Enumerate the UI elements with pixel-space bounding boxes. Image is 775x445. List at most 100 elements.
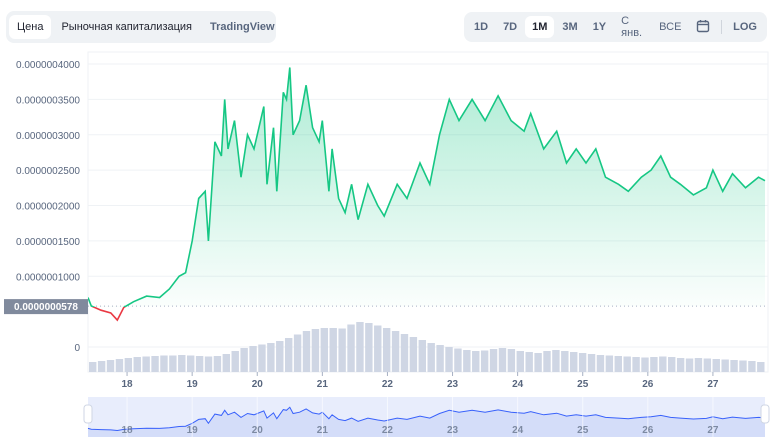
volume-bar — [169, 355, 177, 372]
volume-bar — [748, 361, 756, 372]
y-tick-label: 0.0000003000 — [16, 131, 80, 142]
volume-bar — [258, 344, 266, 372]
volume-bar — [89, 362, 97, 372]
range-7d[interactable]: 7D — [503, 21, 518, 33]
volume-bar — [712, 359, 720, 372]
volume-bar — [418, 340, 426, 372]
volume-bar — [186, 355, 195, 372]
volume-bar — [409, 337, 418, 372]
volume-bar — [436, 345, 444, 372]
range-all[interactable]: ВСЕ — [659, 21, 682, 33]
volume-bar — [596, 355, 605, 372]
navigator-tick-label: 22 — [382, 425, 394, 436]
volume-bar — [703, 358, 712, 372]
navigator-handle-right[interactable] — [760, 404, 770, 424]
volume-bar — [516, 351, 524, 372]
volume-bar — [151, 356, 159, 372]
range-1y[interactable]: 1Y — [592, 21, 607, 33]
y-tick-label: 0.0000002000 — [16, 202, 80, 213]
volume-bar — [534, 353, 542, 372]
navigator-tick-label: 27 — [707, 425, 719, 436]
volume-bar — [445, 347, 453, 372]
volume-bar — [311, 329, 320, 372]
tab-market-cap[interactable]: Рыночная капитализация — [61, 21, 193, 33]
baseline-label: 0.0000000578 — [14, 302, 78, 313]
volume-bar — [249, 346, 257, 372]
volume-bar — [614, 356, 622, 372]
volume-bar — [641, 357, 649, 372]
volume-bar — [632, 357, 640, 372]
price-area — [88, 67, 765, 307]
volume-bar — [374, 325, 382, 372]
volume-bar — [668, 357, 676, 372]
volume-bar — [472, 351, 480, 372]
volume-bar — [463, 350, 471, 372]
y-tick-label: 0 — [74, 343, 80, 354]
x-tick-label: 20 — [252, 379, 264, 390]
volume-bar — [498, 348, 507, 372]
y-tick-label: 0.0000003500 — [16, 95, 80, 106]
volume-bar — [507, 349, 516, 372]
x-tick-label: 26 — [642, 379, 654, 390]
volume-bar — [106, 360, 115, 372]
volume-bar — [739, 360, 747, 372]
x-tick-label: 22 — [382, 379, 394, 390]
navigator-line — [87, 406, 766, 432]
volume-bar — [142, 356, 150, 372]
navigator-tick-label: 26 — [642, 425, 654, 436]
y-tick-label: 0.0000001500 — [16, 237, 80, 248]
chart-type-tabs: Цена Рыночная капитализация TradingView — [6, 11, 276, 43]
volume-bar — [721, 359, 729, 372]
volume-bar — [391, 331, 400, 372]
volume-bar — [587, 354, 596, 372]
volume-bar — [320, 328, 329, 372]
volume-bar — [757, 362, 765, 372]
navigator-tick-label: 18 — [121, 425, 133, 436]
volume-bar — [222, 354, 231, 372]
volume-bar — [347, 324, 355, 372]
range-1m[interactable]: 1M — [525, 16, 555, 38]
volume-bar — [178, 355, 186, 372]
volume-bar — [659, 356, 667, 372]
navigator-tick-label: 21 — [317, 425, 329, 436]
volume-bar — [302, 331, 311, 372]
volume-bar — [685, 358, 694, 372]
volume-bar — [605, 355, 614, 372]
y-tick-label: 0.0000002500 — [16, 166, 80, 177]
volume-bar — [365, 323, 373, 372]
volume-bar — [623, 356, 631, 372]
volume-bar — [97, 361, 106, 372]
range-ytd[interactable]: С янв. — [621, 15, 643, 39]
volume-bar — [133, 357, 141, 372]
volume-bar — [650, 357, 658, 372]
volume-bar — [160, 355, 168, 372]
volume-bar — [543, 351, 551, 372]
volume-bar — [195, 356, 204, 372]
volume-bar — [204, 356, 213, 372]
log-toggle[interactable]: LOG — [733, 21, 757, 33]
tab-tradingview[interactable]: TradingView — [210, 21, 275, 33]
volume-bar — [329, 328, 337, 372]
volume-bar — [124, 358, 133, 372]
x-tick-label: 18 — [121, 379, 133, 390]
volume-bar — [694, 358, 703, 372]
x-tick-label: 25 — [577, 379, 589, 390]
tab-price[interactable]: Цена — [9, 15, 52, 39]
range-3m[interactable]: 3M — [562, 21, 578, 33]
x-tick-label: 19 — [187, 379, 199, 390]
volume-bar — [338, 328, 346, 372]
volume-bar — [115, 359, 124, 372]
volume-bar — [578, 353, 587, 372]
volume-bar — [489, 349, 498, 372]
volume-bar — [570, 352, 578, 372]
volume-bar — [382, 328, 391, 372]
y-tick-label: 0.0000001000 — [16, 272, 80, 283]
range-1d[interactable]: 1D — [474, 21, 489, 33]
range-selector: 1D 7D 1M 3M 1Y С янв. ВСЕ LOG — [464, 12, 767, 42]
calendar-icon[interactable] — [689, 14, 717, 41]
volume-bar — [293, 334, 302, 372]
navigator-handle-left[interactable] — [83, 404, 93, 424]
volume-bar — [213, 356, 222, 372]
x-tick-label: 23 — [447, 379, 459, 390]
